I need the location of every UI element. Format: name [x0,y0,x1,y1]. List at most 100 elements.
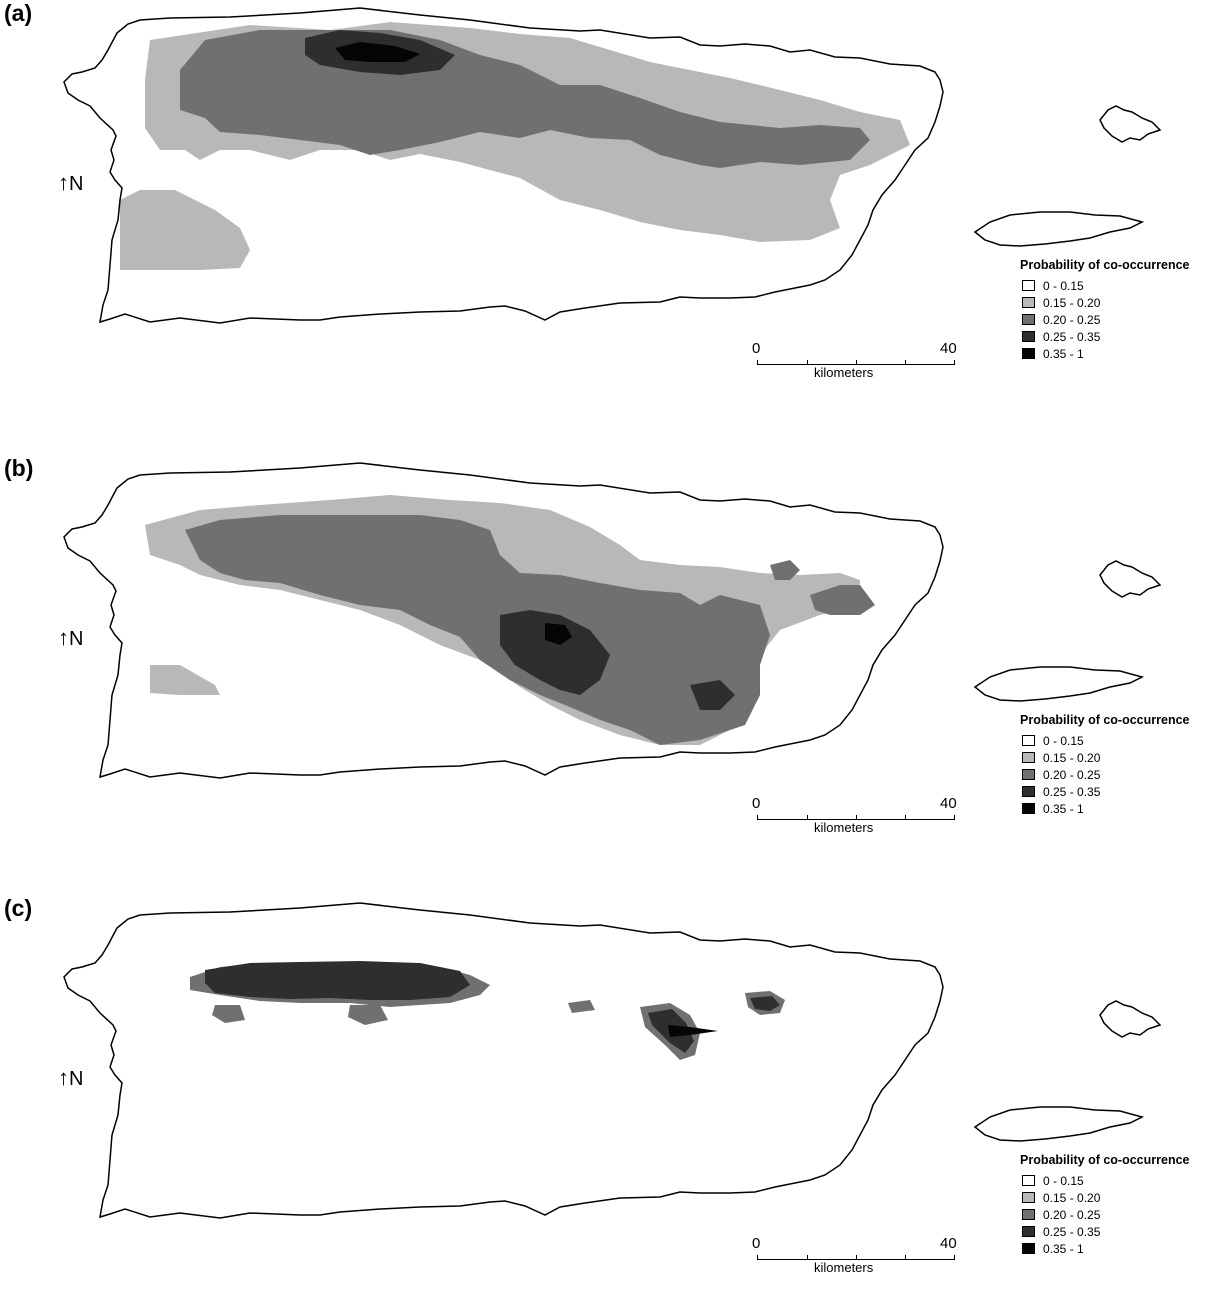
legend-range: 0.25 - 0.35 [1043,784,1101,799]
legend-item: 0 - 0.15 [1020,1172,1189,1189]
main-island-outline [63,902,944,1219]
north-arrow-icon: ↑ [58,625,69,650]
scale-unit-label: kilometers [814,820,874,835]
scale-unit-label: kilometers [814,365,874,380]
legend-swatch [1022,297,1035,308]
vieques-outline [974,211,1143,247]
legend-swatch [1022,314,1035,325]
legend-item: 0 - 0.15 [1020,277,1189,294]
scale-max-label: 40 [940,340,957,357]
legend-range: 0.35 - 1 [1043,1241,1084,1256]
north-arrow: ↑N [58,1065,83,1091]
scale-tick [807,815,808,819]
legend-item: 0.15 - 0.20 [1020,1189,1189,1206]
coastline [63,902,1161,1219]
scale-bar: 0 40 kilometers [752,1235,962,1280]
legend-range: 0.20 - 0.25 [1043,312,1101,327]
map-b [63,462,1161,779]
map-c [63,902,1161,1219]
legend-range: 0 - 0.15 [1043,733,1084,748]
scale-line [757,815,955,820]
legend-swatch [1022,1243,1035,1254]
culebra-outline [1099,560,1161,598]
legend: Probability of co-occurrence 0 - 0.15 0.… [1020,258,1189,362]
legend-swatch [1022,1226,1035,1237]
scale-tick [905,815,906,819]
legend-range: 0 - 0.15 [1043,278,1084,293]
legend-item: 0 - 0.15 [1020,732,1189,749]
legend-swatch [1022,752,1035,763]
scale-tick [856,360,857,364]
probability-raster [145,495,875,745]
legend-item: 0.20 - 0.25 [1020,311,1189,328]
map-panel-c: (c) ↑N Probability of co-occurrence 0 - … [0,895,1216,1315]
scale-line [757,360,955,365]
panel-label: (c) [4,895,33,921]
culebra-outline [1099,1000,1161,1038]
culebra-outline [1099,105,1161,143]
legend-item: 0.20 - 0.25 [1020,1206,1189,1223]
legend-swatch [1022,1209,1035,1220]
legend-swatch [1022,1175,1035,1186]
scale-line [757,1255,955,1260]
legend-swatch [1022,735,1035,746]
scale-bar: 0 40 kilometers [752,340,962,385]
legend-range: 0.35 - 1 [1043,801,1084,816]
legend-swatch [1022,769,1035,780]
north-label: N [69,1068,84,1090]
legend-item: 0.35 - 1 [1020,1240,1189,1257]
legend-item: 0.20 - 0.25 [1020,766,1189,783]
north-label: N [69,628,84,650]
scale-bar: 0 40 kilometers [752,795,962,840]
scale-tick [856,1255,857,1259]
legend-item: 0.25 - 0.35 [1020,783,1189,800]
probability-raster [120,22,910,270]
scale-max-label: 40 [940,795,957,812]
legend-range: 0.15 - 0.20 [1043,1190,1101,1205]
legend: Probability of co-occurrence 0 - 0.15 0.… [1020,1153,1189,1257]
legend-swatch [1022,803,1035,814]
scale-tick [905,360,906,364]
legend-title: Probability of co-occurrence [1020,713,1190,727]
legend-title: Probability of co-occurrence [1020,1153,1190,1167]
legend-range: 0.20 - 0.25 [1043,1207,1101,1222]
north-arrow-icon: ↑ [58,170,69,195]
scale-tick [905,1255,906,1259]
legend-range: 0.35 - 1 [1043,346,1084,361]
panel-label: (a) [4,0,33,26]
legend-range: 0.15 - 0.20 [1043,750,1101,765]
legend-swatch [1022,280,1035,291]
map-panel-a: (a) ↑N Probability of co-occurrence 0 - … [0,0,1216,420]
scale-tick [807,360,808,364]
legend-item: 0.15 - 0.20 [1020,294,1189,311]
scale-min-label: 0 [752,795,761,812]
north-label: N [69,173,84,195]
north-arrow: ↑N [58,625,83,651]
scale-min-label: 0 [752,1235,761,1252]
map-panel-b: (b) ↑N Probability of co-occurrence 0 - … [0,455,1216,875]
legend-swatch [1022,331,1035,342]
vieques-outline [974,666,1143,702]
probability-raster [190,961,785,1060]
legend-range: 0 - 0.15 [1043,1173,1084,1188]
legend-item: 0.35 - 1 [1020,800,1189,817]
legend-range: 0.25 - 0.35 [1043,329,1101,344]
scale-tick [856,815,857,819]
legend: Probability of co-occurrence 0 - 0.15 0.… [1020,713,1189,817]
vieques-outline [974,1106,1143,1142]
legend-swatch [1022,348,1035,359]
legend-title: Probability of co-occurrence [1020,258,1190,272]
map-a [63,7,1161,324]
north-arrow: ↑N [58,170,83,196]
scale-min-label: 0 [752,340,761,357]
scale-max-label: 40 [940,1235,957,1252]
scale-tick [807,1255,808,1259]
legend-item: 0.25 - 0.35 [1020,328,1189,345]
legend-range: 0.25 - 0.35 [1043,1224,1101,1239]
legend-swatch [1022,786,1035,797]
legend-range: 0.15 - 0.20 [1043,295,1101,310]
legend-item: 0.15 - 0.20 [1020,749,1189,766]
legend-item: 0.35 - 1 [1020,345,1189,362]
legend-swatch [1022,1192,1035,1203]
legend-range: 0.20 - 0.25 [1043,767,1101,782]
